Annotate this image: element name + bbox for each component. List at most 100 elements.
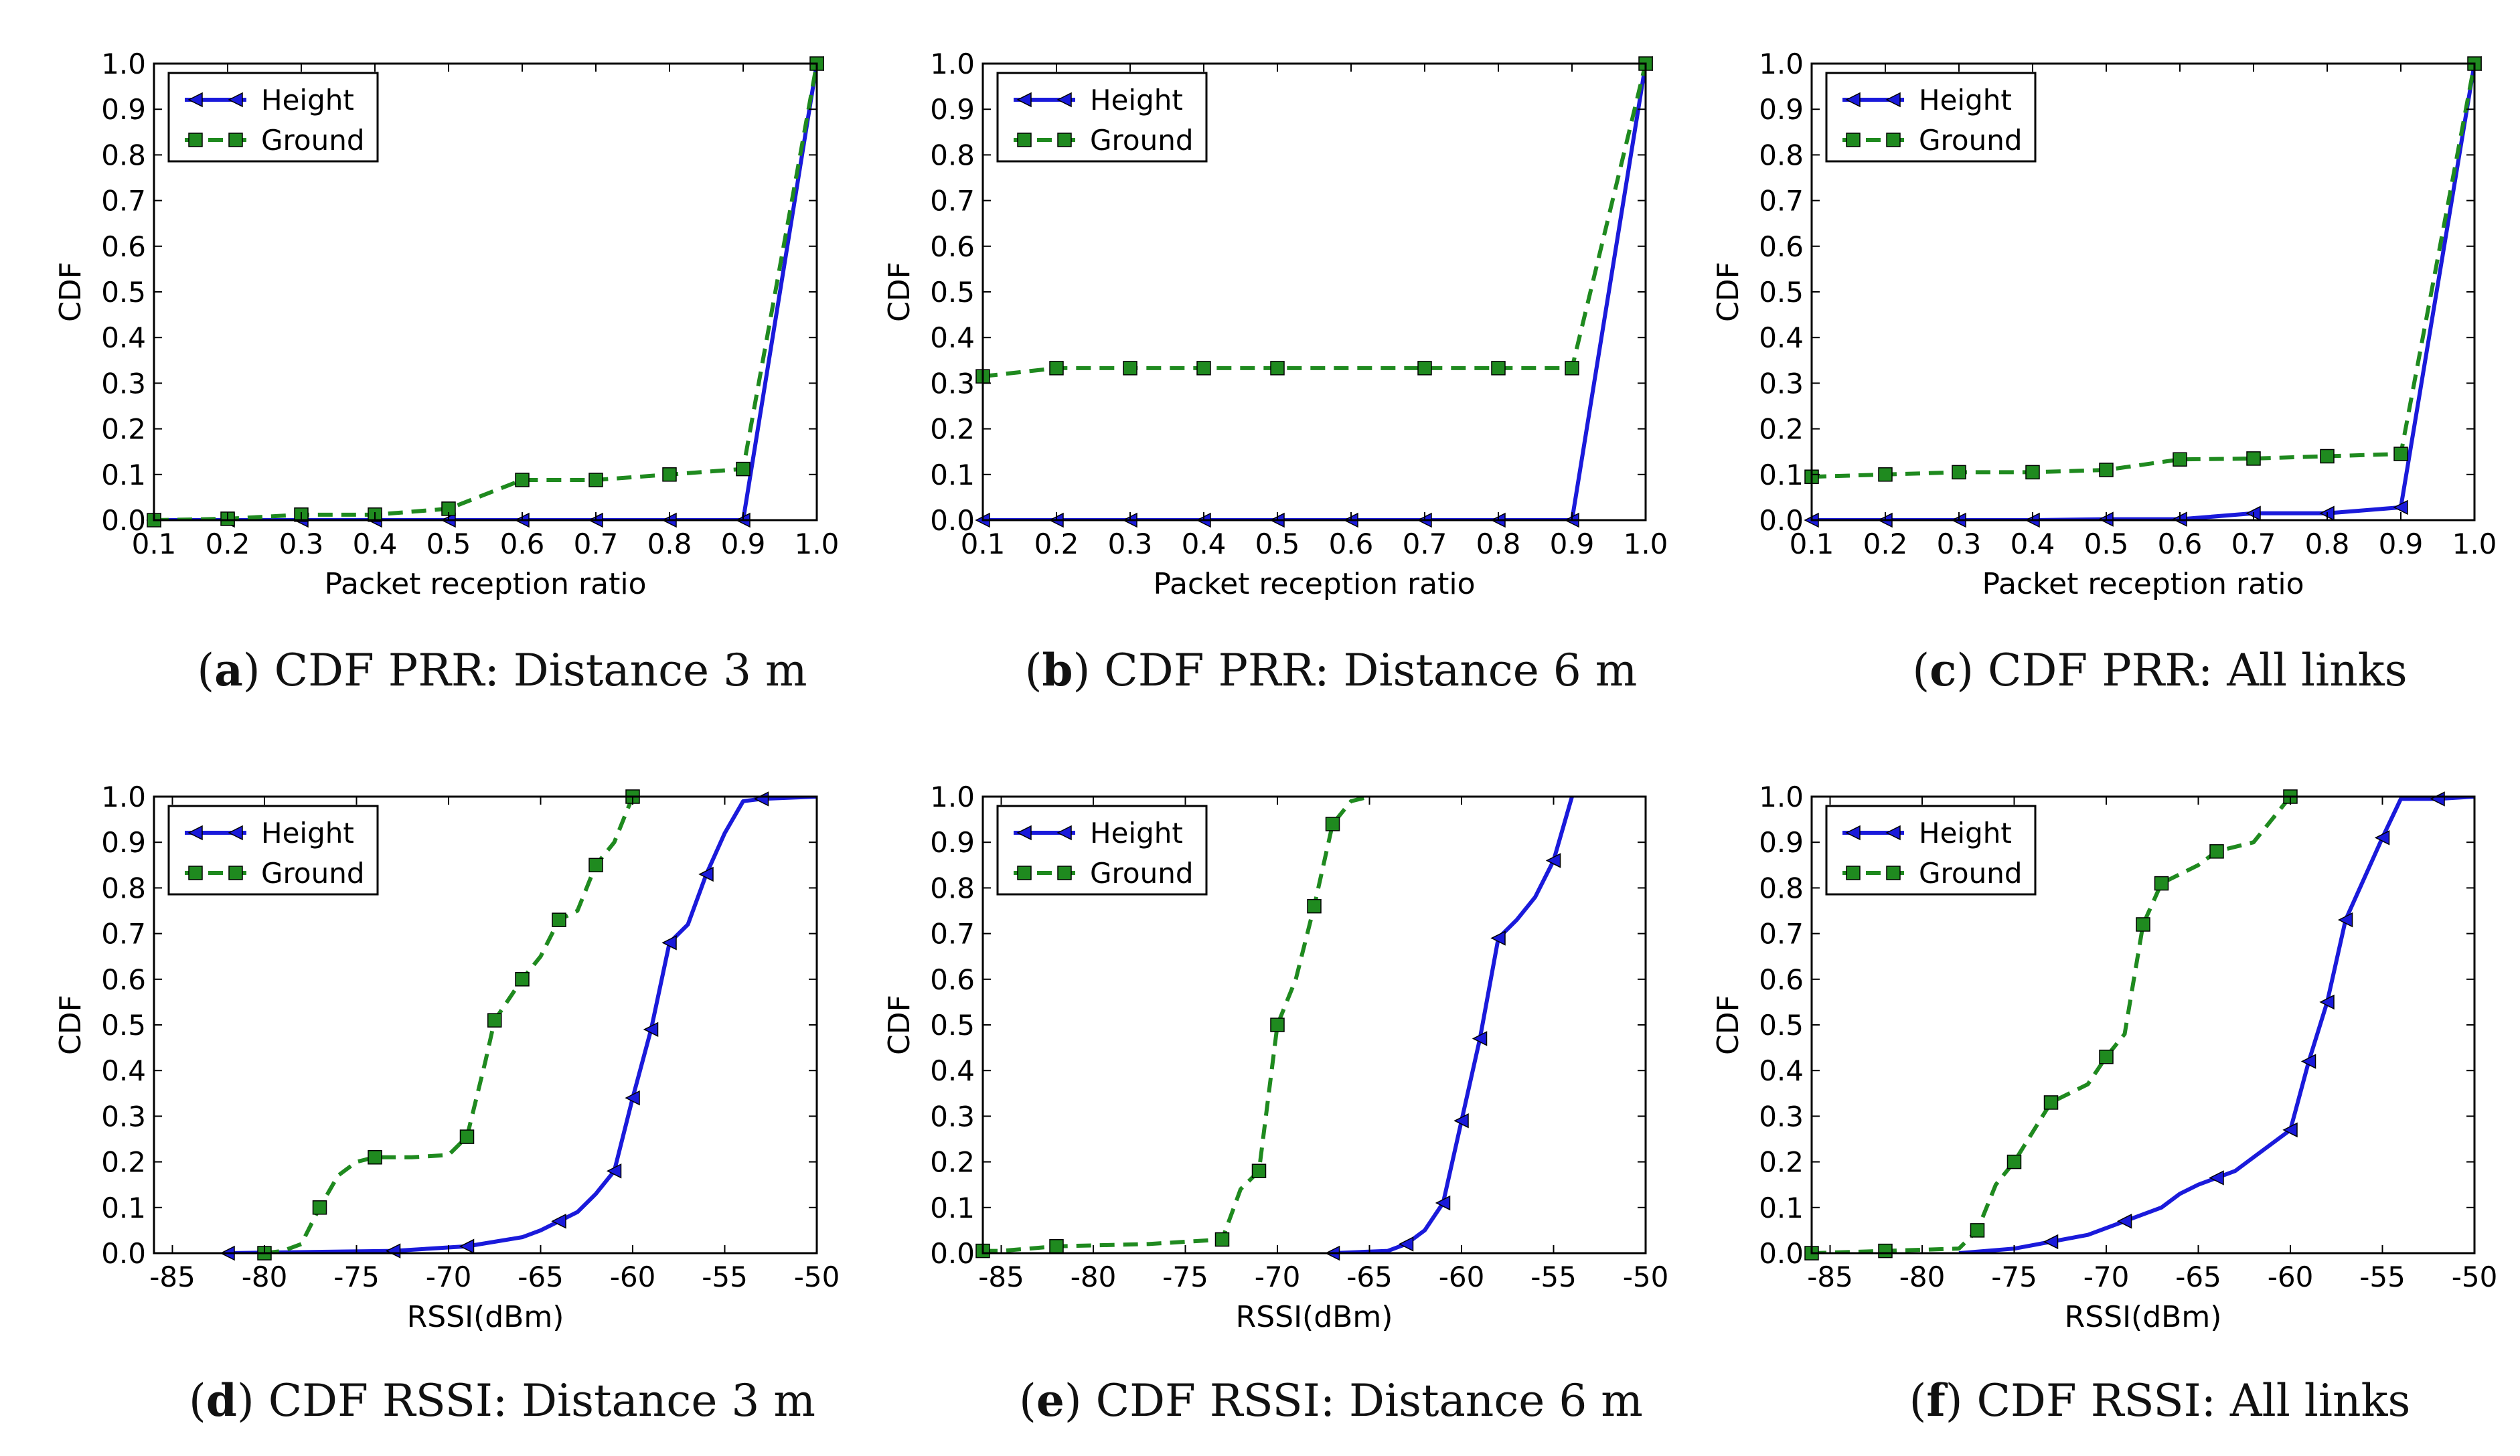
- y-tick-label: 0.8: [101, 872, 146, 904]
- x-tick-label: 0.6: [2158, 528, 2203, 560]
- ground-marker: [588, 473, 603, 487]
- x-tick-label: -65: [518, 1261, 564, 1293]
- y-tick-label: 0.9: [101, 93, 146, 126]
- x-tick-label: 0.6: [1329, 528, 1374, 560]
- legend-marker: [1056, 825, 1072, 841]
- series-line-height: [227, 797, 817, 1253]
- legend-marker: [1057, 133, 1072, 147]
- y-tick-label: 0.4: [101, 1054, 146, 1087]
- ground-marker: [736, 461, 751, 477]
- legend-marker: [1016, 92, 1032, 108]
- y-axis-label: CDF: [1711, 995, 1745, 1055]
- y-axis-label: CDF: [54, 995, 88, 1055]
- ground-marker: [1270, 361, 1285, 376]
- y-tick-label: 1.0: [101, 781, 146, 813]
- ground-marker: [1214, 1232, 1230, 1247]
- x-tick-label: 0.3: [1937, 528, 1982, 560]
- y-tick-label: 0.2: [101, 413, 146, 446]
- y-tick-label: 0.6: [1759, 230, 1804, 263]
- x-tick-label: -75: [1991, 1261, 2037, 1293]
- legend: Height Ground: [167, 805, 379, 896]
- caption-text: CDF RSSI: Distance 3 m: [268, 1375, 815, 1427]
- height-marker: [606, 1163, 622, 1179]
- ground-marker: [459, 1129, 475, 1144]
- legend-marker: [188, 866, 203, 880]
- y-tick-label: 0.6: [930, 963, 975, 996]
- height-marker: [753, 791, 769, 807]
- x-axis-label: Packet reception ratio: [324, 567, 646, 601]
- y-tick-label: 0.7: [930, 918, 975, 951]
- y-tick-label: 1.0: [1759, 48, 1804, 80]
- chart-b: 0.1 0.2 0.3 0.4 0.5 0.6 0.7 0.8 0.9 1.00.00.10.20…: [882, 48, 1668, 601]
- y-tick-label: 0.6: [101, 963, 146, 996]
- y-tick-label: 0.7: [101, 185, 146, 218]
- legend: Height Ground: [1825, 72, 2037, 163]
- y-tick-label: 0.5: [1759, 1009, 1804, 1042]
- x-tick-label: -85: [1807, 1261, 1853, 1293]
- x-tick-label: -85: [978, 1261, 1024, 1293]
- x-tick-label: 0.3: [279, 528, 324, 560]
- legend-label: Ground: [1919, 124, 2023, 157]
- x-tick-label: -50: [794, 1261, 840, 1293]
- caption-text: CDF RSSI: Distance 6 m: [1095, 1375, 1643, 1427]
- legend-label: Height: [1919, 817, 2012, 850]
- height-marker: [1398, 1236, 1414, 1252]
- ground-marker: [1251, 1163, 1267, 1178]
- ground-marker: [1196, 361, 1211, 376]
- caption-text: CDF RSSI: All links: [1976, 1375, 2411, 1427]
- legend-box: [1825, 72, 2037, 163]
- chart-c: 0.1 0.2 0.3 0.4 0.5 0.6 0.7 0.8 0.9 1.00.00.10.20…: [1711, 48, 2497, 601]
- ground-marker: [2043, 1095, 2059, 1110]
- x-axis-label: RSSI(dBm): [407, 1300, 564, 1334]
- legend-marker: [1017, 133, 1032, 147]
- y-tick-label: 0.3: [1759, 367, 1804, 400]
- x-tick-label: 0.2: [206, 528, 250, 560]
- x-tick-label: 0.4: [1182, 528, 1227, 560]
- legend-marker: [187, 825, 203, 841]
- chart-e: -85 -80 -75 -70 -65 -60 -55 -50 0.0 0.1 0.2 0.3 0.4 0…: [882, 781, 1668, 1334]
- legend-label: Height: [261, 84, 354, 116]
- series-line-height: [1332, 797, 1574, 1253]
- caption-b: (b) CDF PRR: Distance 6 m: [1024, 644, 1638, 696]
- ground-marker: [1049, 1239, 1064, 1254]
- x-tick-label: 0.7: [574, 528, 619, 560]
- legend-label: Ground: [261, 857, 365, 890]
- caption-letter: c: [1930, 644, 1957, 696]
- y-axis-label: CDF: [54, 262, 88, 322]
- y-tick-label: 0.0: [101, 1237, 146, 1270]
- y-tick-label: 0.2: [930, 1146, 975, 1179]
- caption-letter: e: [1036, 1374, 1065, 1427]
- y-tick-label: 0.0: [930, 1237, 975, 1270]
- legend-marker: [187, 92, 203, 108]
- y-tick-label: 0.3: [101, 1100, 146, 1133]
- ground-marker: [2246, 451, 2261, 466]
- legend-marker: [1886, 866, 1901, 880]
- height-marker: [625, 1090, 640, 1106]
- ground-marker: [368, 1150, 382, 1165]
- legend-marker: [1846, 866, 1861, 880]
- ground-marker: [2209, 844, 2224, 859]
- x-tick-label: -60: [2268, 1261, 2314, 1293]
- legend-marker: [1886, 133, 1901, 147]
- y-tick-label: 0.5: [101, 276, 146, 309]
- legend-label: Height: [261, 817, 354, 850]
- height-marker: [643, 1022, 659, 1038]
- y-tick-label: 0.2: [1759, 1146, 1804, 1179]
- legend-box: [996, 805, 1208, 896]
- caption-letter: d: [206, 1374, 237, 1427]
- legend-marker: [228, 92, 243, 108]
- x-tick-label: 0.5: [1255, 528, 1300, 560]
- height-marker: [2374, 830, 2390, 845]
- x-tick-label: -70: [426, 1261, 472, 1293]
- x-axis-label: Packet reception ratio: [1153, 567, 1475, 601]
- x-tick-label: -55: [2359, 1261, 2406, 1293]
- y-tick-label: 0.5: [1759, 276, 1804, 309]
- chart-d: -85 -80 -75 -70 -65 -60 -55 -50 0.0 0.1 0.2 0.3 0.4 0…: [54, 781, 840, 1334]
- legend-marker: [1845, 92, 1861, 108]
- height-marker: [2337, 912, 2353, 928]
- y-tick-label: 0.8: [1759, 872, 1804, 904]
- x-tick-label: 0.5: [426, 528, 471, 560]
- x-tick-label: 0.5: [2084, 528, 2129, 560]
- height-marker: [1490, 931, 1506, 946]
- y-tick-label: 0.0: [1759, 1237, 1804, 1270]
